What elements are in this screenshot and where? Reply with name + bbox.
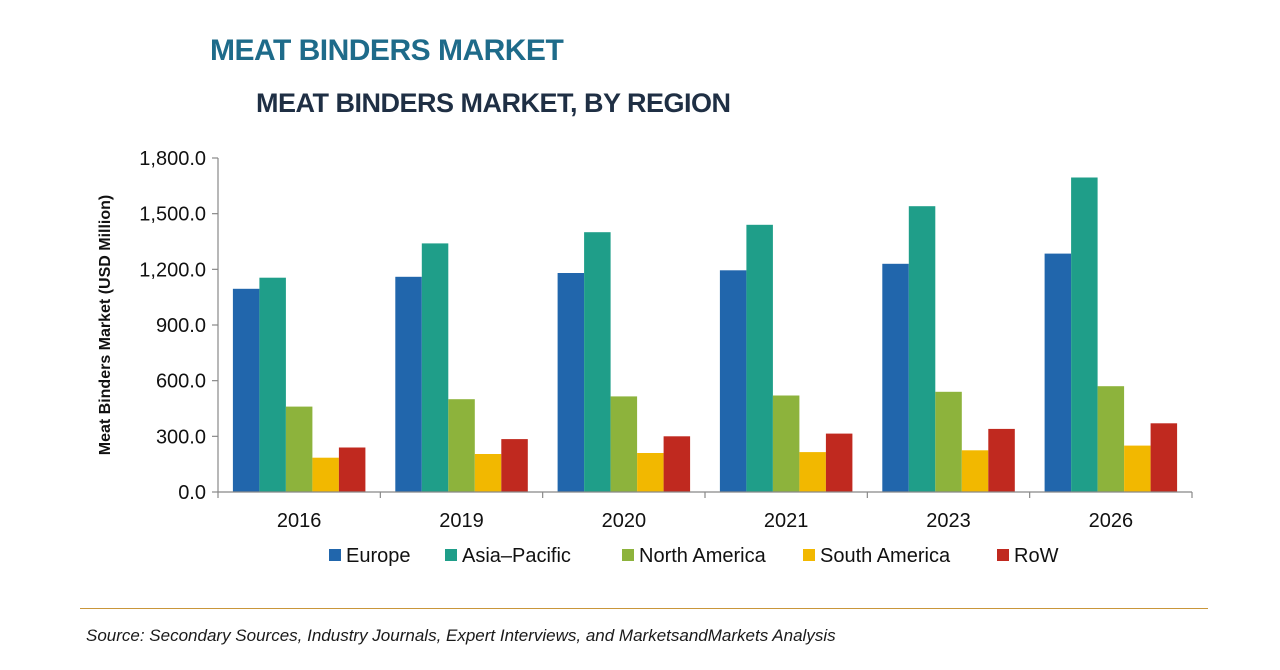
y-tick-label: 0.0 [178,482,206,504]
y-tick-label: 1,800.0 [139,148,206,170]
legend-label-row: RoW [1014,545,1059,567]
x-tick-label-2020: 2020 [602,510,647,532]
bar-asia-pacific-2020 [584,232,611,492]
x-tick-label-2021: 2021 [764,510,809,532]
x-tick-label-2023: 2023 [926,510,971,532]
y-tick-label: 300.0 [156,426,206,448]
bar-north-america-2016 [285,406,313,492]
x-tick-label-2016: 2016 [277,510,322,532]
y-tick-label: 600.0 [156,371,206,393]
bar-north-america-2019 [448,399,475,492]
bar-europe-2026 [1044,253,1072,492]
x-tick-label-2026: 2026 [1089,510,1134,532]
bar-north-america-2021 [772,395,800,492]
legend-swatch-north-america [622,549,634,561]
bar-asia-pacific-2021 [746,224,773,493]
source-separator [80,608,1208,609]
bar-row-2021 [825,433,853,492]
bar-asia-pacific-2026 [1071,177,1098,492]
bar-south-america-2023 [961,450,989,493]
y-axis-label: Meat Binders Market (USD Million) [97,195,114,455]
legend-swatch-europe [329,549,341,561]
bar-row-2019 [501,439,528,492]
bar-asia-pacific-2023 [908,206,936,492]
y-tick-label: 1,200.0 [139,259,206,281]
legend-label-south-america: South America [820,545,951,567]
bar-asia-pacific-2016 [259,277,286,492]
y-tick-label: 900.0 [156,315,206,337]
legend-swatch-row [997,549,1009,561]
bar-europe-2016 [232,288,260,492]
bar-south-america-2026 [1124,445,1151,492]
bar-europe-2019 [395,276,422,492]
bar-europe-2023 [882,263,909,492]
source-note: Source: Secondary Sources, Industry Jour… [86,626,836,645]
y-tick-label: 1,500.0 [139,204,206,226]
bar-asia-pacific-2019 [421,243,449,492]
bar-north-america-2026 [1097,386,1125,492]
legend-swatch-asia-pacific [445,549,457,561]
bar-south-america-2016 [312,457,339,492]
bar-row-2020 [663,436,691,492]
legend-label-north-america: North America [639,545,767,567]
legend-swatch-south-america [803,549,815,561]
bar-row-2016 [338,447,366,492]
page-title: MEAT BINDERS MARKET [210,34,564,67]
x-tick-label-2019: 2019 [439,510,484,532]
bar-row-2026 [1150,423,1178,492]
bar-north-america-2023 [935,391,962,492]
bar-south-america-2020 [637,453,664,492]
bar-south-america-2021 [799,452,826,492]
bar-south-america-2019 [474,454,502,492]
legend-label-asia-pacific: Asia–Pacific [462,545,571,567]
chart-title: MEAT BINDERS MARKET, BY REGION [256,88,731,118]
bar-europe-2020 [557,273,585,492]
bar-europe-2021 [719,270,747,492]
bar-row-2023 [988,428,1015,492]
legend-label-europe: Europe [346,545,411,567]
bar-north-america-2020 [610,396,638,492]
